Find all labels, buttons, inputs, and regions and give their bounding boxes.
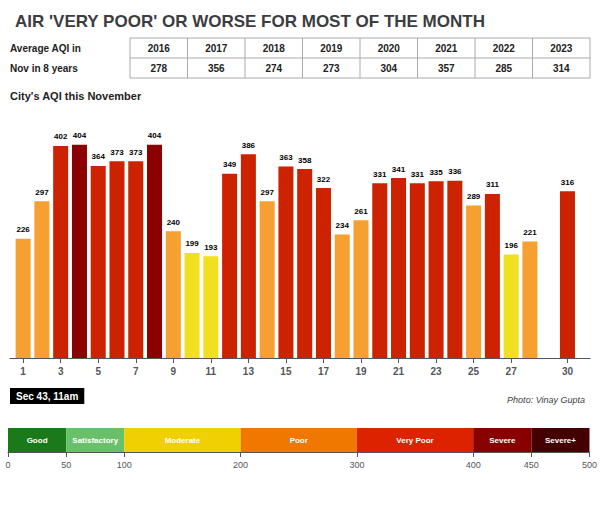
svg-text:357: 357 (438, 63, 455, 74)
svg-text:9: 9 (171, 366, 177, 377)
svg-text:274: 274 (265, 63, 282, 74)
svg-text:1: 1 (20, 366, 26, 377)
svg-text:17: 17 (318, 366, 330, 377)
svg-text:2023: 2023 (550, 43, 573, 54)
svg-text:373: 373 (129, 148, 143, 157)
svg-text:21: 21 (393, 366, 405, 377)
svg-text:Severe: Severe (489, 436, 516, 445)
svg-text:Good: Good (27, 436, 48, 445)
svg-text:Average AQI in: Average AQI in (10, 43, 81, 54)
svg-text:0: 0 (5, 460, 10, 470)
svg-text:234: 234 (336, 221, 350, 230)
svg-text:11: 11 (206, 366, 217, 377)
svg-text:261: 261 (354, 207, 368, 216)
svg-text:Poor: Poor (290, 436, 308, 445)
svg-text:100: 100 (117, 460, 132, 470)
svg-text:27: 27 (506, 366, 518, 377)
svg-text:273: 273 (323, 63, 340, 74)
svg-text:Moderate: Moderate (165, 436, 201, 445)
svg-text:404: 404 (148, 131, 162, 140)
svg-text:364: 364 (92, 152, 106, 161)
svg-text:25: 25 (468, 366, 480, 377)
svg-text:2021: 2021 (435, 43, 458, 54)
svg-text:331: 331 (411, 170, 425, 179)
svg-text:Photo: Vinay Gupta: Photo: Vinay Gupta (507, 395, 585, 405)
svg-text:15: 15 (280, 366, 292, 377)
svg-text:2022: 2022 (493, 43, 516, 54)
svg-text:402: 402 (54, 132, 68, 141)
svg-text:196: 196 (504, 241, 518, 250)
svg-text:199: 199 (185, 239, 199, 248)
svg-text:23: 23 (431, 366, 443, 377)
svg-text:341: 341 (392, 165, 406, 174)
svg-text:Sec 43, 11am: Sec 43, 11am (16, 391, 78, 402)
svg-text:404: 404 (73, 131, 87, 140)
svg-text:336: 336 (448, 167, 462, 176)
svg-text:331: 331 (373, 170, 387, 179)
svg-text:13: 13 (243, 366, 255, 377)
svg-text:221: 221 (523, 228, 537, 237)
svg-text:2018: 2018 (263, 43, 286, 54)
svg-text:300: 300 (349, 460, 364, 470)
svg-text:200: 200 (233, 460, 248, 470)
svg-text:314: 314 (553, 63, 570, 74)
svg-text:240: 240 (167, 218, 181, 227)
svg-text:278: 278 (150, 63, 167, 74)
svg-text:322: 322 (317, 175, 331, 184)
svg-text:2020: 2020 (378, 43, 401, 54)
svg-text:297: 297 (35, 188, 49, 197)
svg-text:30: 30 (562, 366, 574, 377)
svg-text:Nov in 8 years: Nov in 8 years (10, 63, 78, 74)
svg-text:5: 5 (95, 366, 101, 377)
svg-text:304: 304 (380, 63, 397, 74)
svg-text:AIR 'VERY POOR' OR WORSE FOR M: AIR 'VERY POOR' OR WORSE FOR MOST OF THE… (15, 12, 485, 31)
svg-text:289: 289 (467, 192, 481, 201)
svg-text:50: 50 (61, 460, 71, 470)
svg-text:349: 349 (223, 160, 237, 169)
svg-text:356: 356 (208, 63, 225, 74)
svg-text:450: 450 (524, 460, 539, 470)
svg-text:500: 500 (582, 460, 597, 470)
svg-text:3: 3 (58, 366, 64, 377)
svg-text:2019: 2019 (320, 43, 343, 54)
svg-text:226: 226 (16, 225, 30, 234)
svg-text:285: 285 (495, 63, 512, 74)
svg-text:2016: 2016 (148, 43, 171, 54)
svg-text:311: 311 (486, 180, 499, 189)
svg-text:373: 373 (110, 148, 124, 157)
svg-text:19: 19 (355, 366, 367, 377)
svg-text:335: 335 (429, 168, 443, 177)
svg-text:2017: 2017 (205, 43, 228, 54)
svg-text:316: 316 (561, 178, 575, 187)
svg-text:363: 363 (279, 153, 293, 162)
svg-text:297: 297 (260, 188, 274, 197)
svg-text:358: 358 (298, 156, 312, 165)
svg-text:Satisfactory: Satisfactory (72, 436, 118, 445)
svg-text:7: 7 (133, 366, 139, 377)
svg-text:City's AQI this November: City's AQI this November (10, 90, 142, 102)
svg-text:Severe+: Severe+ (545, 436, 576, 445)
svg-text:Very Poor: Very Poor (396, 436, 433, 445)
svg-text:193: 193 (204, 243, 218, 252)
svg-text:400: 400 (466, 460, 481, 470)
svg-text:386: 386 (242, 141, 256, 150)
